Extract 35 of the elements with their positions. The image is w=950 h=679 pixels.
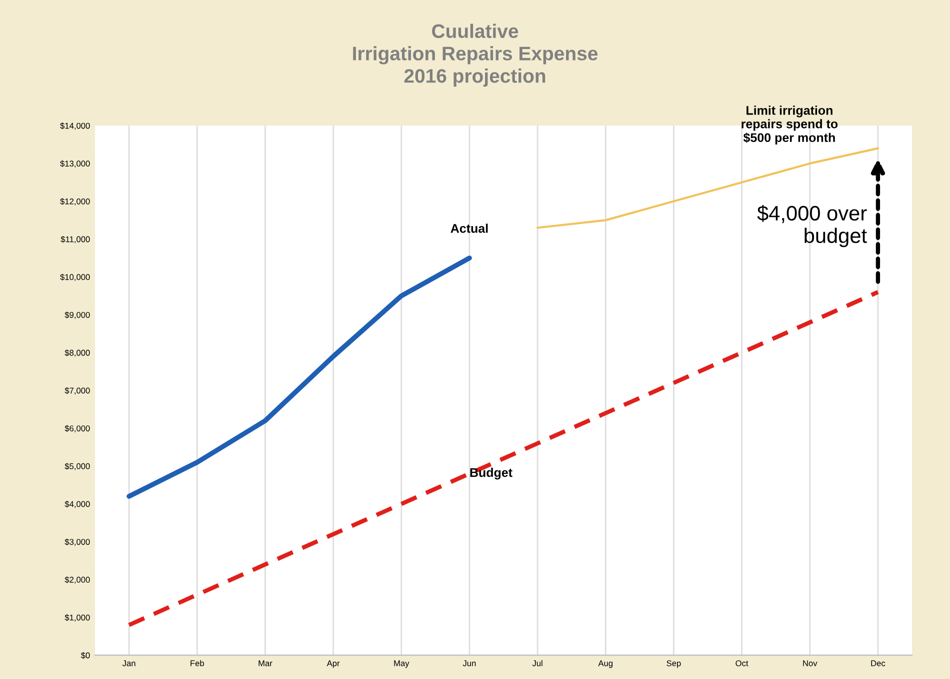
y-tick-label: $2,000 <box>64 576 90 584</box>
annotation: $4,000 over budget <box>757 204 867 248</box>
x-tick-label: May <box>394 660 410 668</box>
y-tick-label: $4,000 <box>64 500 90 508</box>
y-tick-label: $14,000 <box>60 122 90 130</box>
x-tick-label: Dec <box>871 660 886 666</box>
y-tick-label: $11,000 <box>60 236 90 244</box>
annotation: Limit irrigation repairs spend to $500 per month <box>742 106 838 145</box>
series-label: Budget <box>470 468 512 480</box>
x-tick-label: Sep <box>666 660 681 668</box>
x-tick-label: Aug <box>598 660 612 668</box>
line-series <box>126 290 880 628</box>
y-tick-label: $9,000 <box>64 312 90 319</box>
x-tick-label: Apr <box>326 660 340 668</box>
y-tick-label: $12,000 <box>60 198 90 206</box>
x-tick-label: Oct <box>736 660 748 666</box>
y-tick-label: $13,000 <box>60 160 90 168</box>
x-tick-label: Nov <box>803 660 818 666</box>
text: Actual <box>450 224 488 233</box>
y-tick-label: $6,000 <box>64 425 90 432</box>
y-tick-label: $7,000 <box>64 387 90 395</box>
y-tick-label: $0 <box>80 652 90 659</box>
x-tick-label: Mar <box>258 660 272 666</box>
x-tick-label: Feb <box>190 660 204 666</box>
chart-title: Cuulative Irrigation Repairs Expense 2016 projection <box>353 24 598 87</box>
y-tick-label: $1,000 <box>64 614 90 622</box>
line-series <box>536 147 880 229</box>
line-series <box>126 256 472 499</box>
x-tick-label: Jun <box>462 660 476 666</box>
y-tick-label: $3,000 <box>64 538 90 546</box>
x-tick-label: Jan <box>122 660 136 666</box>
y-tick-label: $5,000 <box>64 462 90 470</box>
y-tick-label: $10,000 <box>60 274 90 282</box>
x-tick-label: Jul <box>532 660 542 666</box>
y-tick-label: $8,000 <box>64 349 90 357</box>
